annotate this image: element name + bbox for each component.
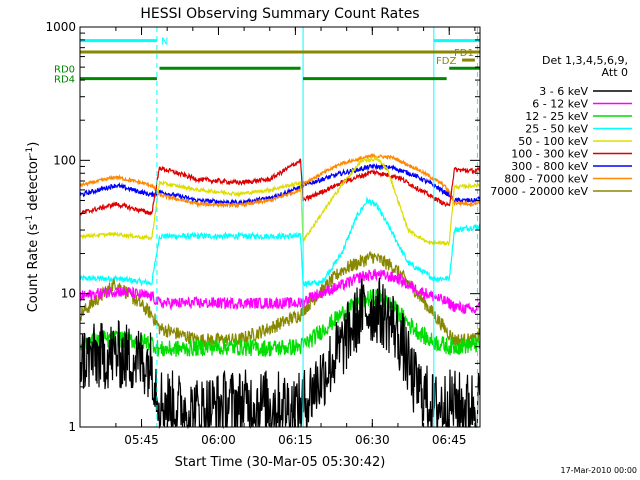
legend-header-1: Att 0	[602, 66, 628, 79]
legend-label-2: 12 - 25 keV	[525, 110, 588, 123]
legend-label-6: 300 - 800 keV	[511, 160, 588, 173]
y-axis-label-superscript: -1	[25, 147, 35, 156]
y-tick-label-2: 100	[53, 153, 76, 167]
series-line-8	[79, 250, 481, 349]
x-tick-label-4: 06:45	[432, 433, 467, 447]
series-line-1	[79, 268, 481, 315]
y-tick-label-3: 1000	[45, 20, 76, 34]
flag-label-2: FDZ	[436, 56, 456, 67]
x-tick-label-3: 06:30	[355, 433, 390, 447]
series-line-6	[79, 162, 481, 207]
series-line-2	[79, 289, 481, 358]
legend-label-1: 6 - 12 keV	[532, 98, 588, 111]
flag-label-0: N	[161, 37, 168, 48]
flag-label-4: RD4	[54, 75, 75, 86]
footer-timestamp: 17-Mar-2010 00:00	[561, 466, 638, 475]
series-layer	[79, 153, 481, 430]
y-axis-label-part: detector	[26, 155, 41, 215]
series-line-5	[79, 158, 481, 216]
x-axis-label: Start Time (30-Mar-05 05:30:42)	[175, 455, 386, 470]
series-line-7	[79, 153, 481, 209]
legend-label-4: 50 - 100 keV	[518, 135, 588, 148]
x-tick-label-2: 06:15	[278, 433, 313, 447]
x-axis: 05:45 06:00 06:15 06:30 06:45	[115, 27, 476, 447]
y-axis-label: Count Rate (s-1 detector-1)	[25, 142, 41, 313]
flag-label-1: FD1	[454, 48, 474, 59]
flag-label-3: RD0	[54, 64, 75, 75]
legend-label-7: 800 - 7000 keV	[504, 173, 588, 186]
series-line-4	[79, 155, 481, 247]
y-axis-label-part: Count Rate (s	[26, 224, 41, 313]
chart-title: HESSI Observing Summary Count Rates	[140, 6, 419, 22]
plot-frame	[79, 26, 481, 428]
y-tick-label-1: 10	[61, 287, 76, 301]
y-axis-label-superscript: -1	[25, 215, 35, 224]
legend-header-0: Det 1,3,4,5,6,9,	[542, 54, 628, 67]
legend-label-0: 3 - 6 keV	[539, 85, 588, 98]
series-line-3	[79, 195, 481, 288]
x-tick-label-0: 05:45	[124, 433, 159, 447]
y-axis: 1 10 100 1000	[45, 20, 480, 434]
y-tick-label-0: 1	[68, 420, 76, 434]
y-axis-label-part: )	[26, 142, 41, 147]
legend-label-8: 7000 - 20000 keV	[490, 185, 588, 198]
legend-label-3: 25 - 50 keV	[525, 123, 588, 136]
legend-label-5: 100 - 300 keV	[511, 148, 588, 161]
x-tick-label-1: 06:00	[201, 433, 236, 447]
